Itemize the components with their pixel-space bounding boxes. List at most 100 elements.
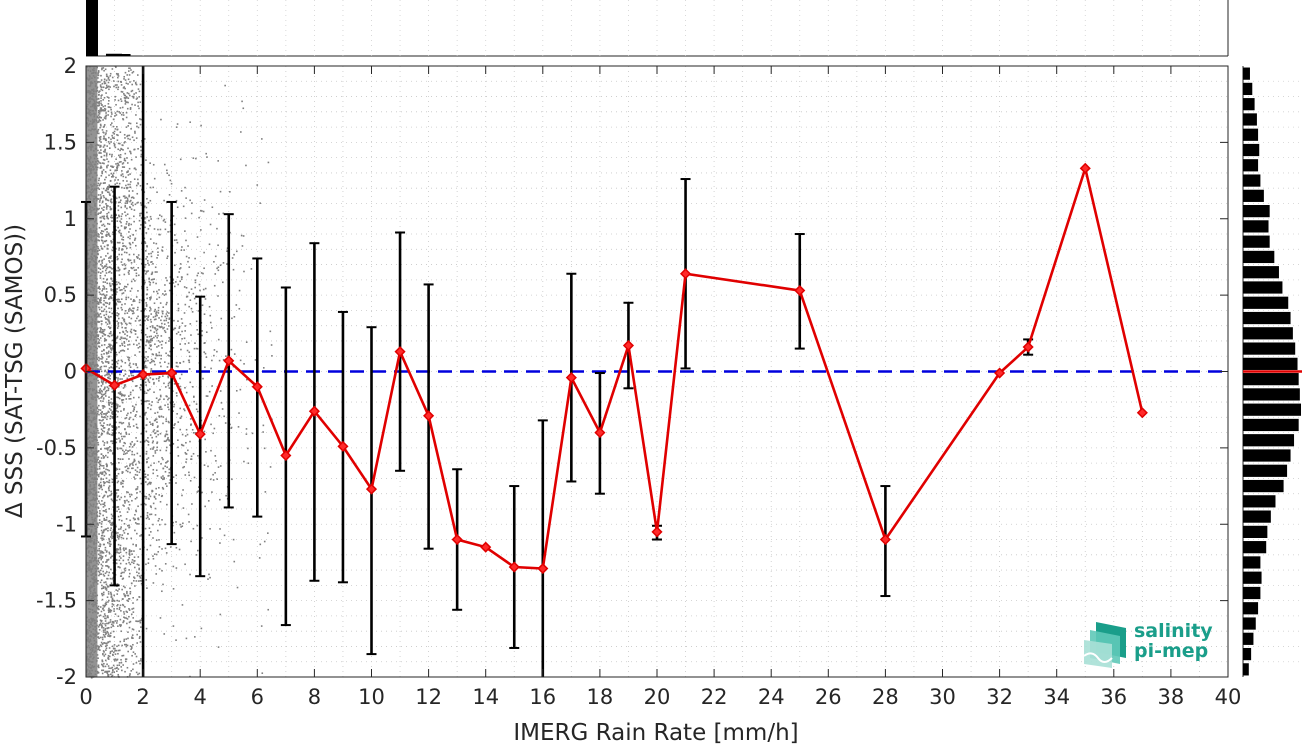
scatter-point [94, 552, 96, 555]
scatter-point [111, 598, 114, 601]
scatter-point [105, 313, 108, 316]
scatter-point [217, 269, 220, 272]
scatter-point [117, 142, 120, 145]
scatter-point [232, 268, 235, 271]
scatter-point [153, 318, 156, 321]
scatter-point [130, 304, 133, 306]
scatter-point [157, 430, 159, 433]
scatter-point [118, 161, 121, 163]
scatter-point [107, 186, 110, 189]
scatter-point [87, 288, 90, 290]
scatter-point [125, 518, 128, 520]
scatter-point [117, 148, 120, 151]
scatter-point [127, 600, 130, 602]
scatter-point [86, 185, 89, 188]
scatter-point [116, 548, 118, 550]
scatter-point [103, 581, 105, 584]
scatter-point [137, 88, 140, 90]
scatter-point [94, 412, 96, 414]
scatter-point [132, 425, 135, 427]
scatter-point [132, 343, 135, 346]
scatter-point [139, 214, 141, 217]
scatter-point [111, 76, 114, 79]
scatter-point [88, 610, 91, 613]
scatter-point [149, 377, 152, 379]
scatter-point [122, 620, 125, 623]
scatter-point [113, 143, 116, 146]
scatter-point [112, 172, 115, 175]
scatter-point [97, 121, 100, 123]
scatter-point [90, 672, 92, 675]
scatter-point [135, 114, 137, 116]
scatter-point [118, 664, 121, 666]
scatter-point [160, 343, 163, 346]
scatter-point [139, 123, 142, 126]
scatter-point [113, 85, 115, 88]
scatter-point [136, 486, 139, 488]
scatter-point [175, 392, 178, 394]
scatter-point [109, 257, 112, 259]
scatter-point [127, 450, 130, 452]
scatter-point [162, 478, 164, 481]
scatter-point [93, 418, 96, 420]
scatter-point [100, 297, 102, 299]
scatter-point [193, 297, 196, 300]
scatter-point [126, 414, 128, 417]
scatter-point [137, 556, 140, 558]
scatter-point [104, 68, 107, 71]
scatter-point [147, 474, 149, 476]
scatter-point [127, 170, 129, 172]
scatter-point [101, 233, 103, 235]
scatter-point [96, 599, 98, 602]
scatter-point [147, 319, 149, 321]
scatter-point [93, 512, 96, 515]
scatter-point [95, 627, 98, 630]
scatter-point [101, 598, 104, 601]
scatter-point [93, 99, 95, 101]
scatter-point [102, 478, 105, 480]
scatter-point [104, 671, 106, 673]
scatter-point [136, 492, 138, 494]
scatter-point [140, 378, 142, 381]
scatter-point [88, 627, 91, 629]
scatter-point [90, 373, 92, 375]
scatter-point [185, 458, 188, 461]
scatter-point [106, 247, 109, 250]
scatter-point [194, 286, 196, 289]
scatter-point [140, 204, 143, 206]
scatter-point [90, 235, 93, 237]
scatter-point [120, 496, 123, 499]
scatter-point [108, 635, 110, 638]
scatter-point [137, 315, 139, 318]
scatter-point [89, 455, 91, 458]
scatter-point [128, 493, 131, 496]
scatter-point [106, 165, 108, 167]
scatter-point [115, 229, 117, 232]
scatter-point [97, 132, 100, 135]
scatter-point [101, 636, 104, 639]
scatter-point [110, 609, 113, 612]
scatter-point [169, 546, 172, 548]
scatter-point [117, 266, 120, 269]
scatter-point [95, 530, 97, 533]
scatter-point [101, 259, 104, 262]
scatter-point [119, 149, 121, 152]
scatter-point [130, 493, 133, 496]
scatter-point [168, 282, 171, 285]
scatter-point [97, 524, 100, 526]
scatter-point [93, 484, 95, 486]
scatter-point [168, 174, 170, 177]
scatter-point [90, 295, 93, 297]
scatter-point [124, 660, 127, 663]
scatter-point [88, 375, 90, 377]
scatter-point [199, 289, 201, 292]
scatter-point [146, 548, 149, 551]
scatter-point [233, 560, 236, 563]
scatter-point [93, 225, 96, 227]
scatter-point [93, 352, 95, 355]
scatter-point [94, 84, 97, 87]
scatter-point [133, 566, 136, 569]
scatter-point [87, 79, 90, 82]
scatter-point [87, 638, 90, 640]
scatter-point [106, 186, 109, 188]
